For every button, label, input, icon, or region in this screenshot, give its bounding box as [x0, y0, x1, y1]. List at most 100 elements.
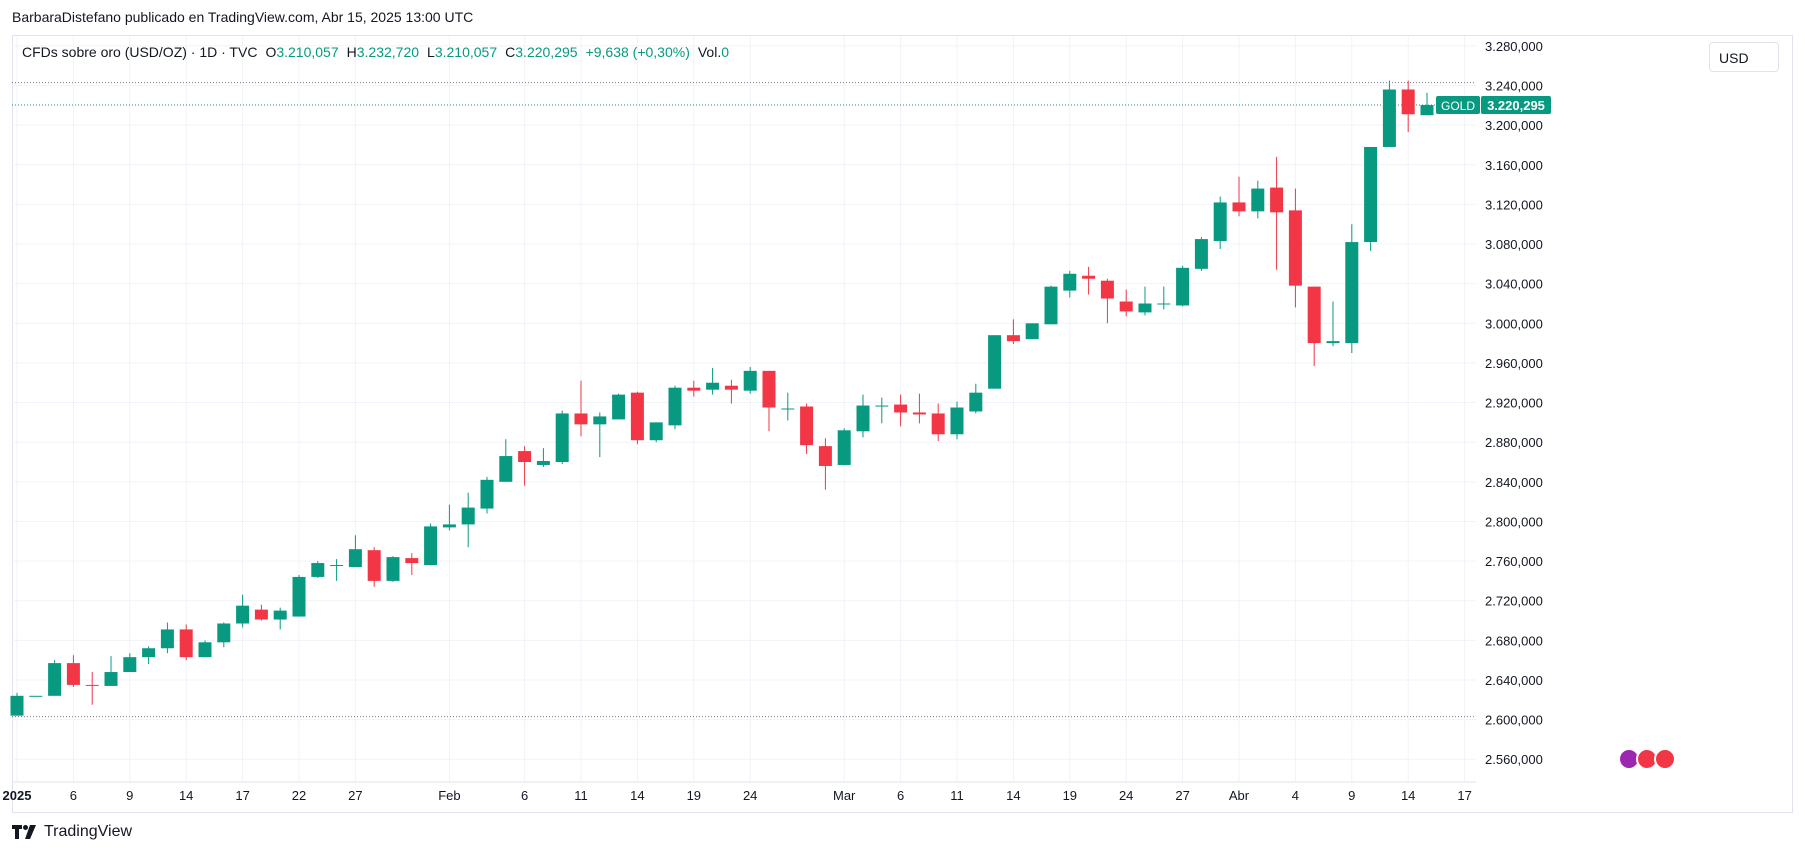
candle-body	[29, 695, 43, 697]
candle[interactable]	[1082, 266, 1096, 295]
candle[interactable]	[348, 535, 362, 568]
candle[interactable]	[1100, 278, 1114, 324]
candle[interactable]	[969, 383, 983, 414]
dotted-level-lines	[12, 82, 1476, 718]
candle[interactable]	[1401, 80, 1415, 133]
candle[interactable]	[330, 559, 344, 581]
candle-body	[743, 370, 757, 391]
time-tick-label: 19	[687, 788, 701, 803]
candle[interactable]	[461, 492, 475, 548]
candle[interactable]	[988, 335, 1002, 389]
candle[interactable]	[1420, 92, 1434, 116]
candle[interactable]	[123, 653, 137, 673]
candle[interactable]	[781, 392, 795, 421]
candle[interactable]	[1326, 301, 1340, 347]
candle[interactable]	[837, 428, 851, 465]
economic-events[interactable]	[1618, 748, 1676, 770]
candle[interactable]	[104, 656, 118, 686]
candle[interactable]	[1157, 286, 1171, 310]
candle[interactable]	[536, 448, 550, 467]
chart-frame[interactable]	[12, 35, 1793, 813]
candle[interactable]	[762, 370, 776, 432]
candle[interactable]	[1044, 285, 1058, 325]
candle[interactable]	[950, 401, 964, 440]
candle[interactable]	[912, 393, 926, 424]
candle[interactable]	[875, 397, 889, 424]
candle[interactable]	[1119, 289, 1133, 317]
candle[interactable]	[273, 607, 287, 630]
candle[interactable]	[48, 660, 62, 696]
candle[interactable]	[198, 640, 212, 658]
candle[interactable]	[1063, 270, 1077, 298]
candle[interactable]	[217, 622, 231, 648]
candle[interactable]	[1382, 80, 1396, 147]
candle-body	[142, 648, 156, 658]
candle[interactable]	[931, 403, 945, 442]
candle[interactable]	[630, 391, 644, 445]
time-tick-label: 2025	[3, 788, 32, 803]
candle[interactable]	[480, 476, 494, 514]
candle[interactable]	[1176, 265, 1190, 307]
candle[interactable]	[668, 385, 682, 430]
candle[interactable]	[1025, 323, 1039, 340]
candle[interactable]	[236, 594, 250, 628]
candle[interactable]	[405, 553, 419, 575]
high-label: H	[346, 44, 357, 60]
candle[interactable]	[499, 439, 513, 482]
candle-body	[875, 405, 889, 407]
candle[interactable]	[292, 574, 306, 617]
candle[interactable]	[593, 412, 607, 458]
candle[interactable]	[612, 393, 626, 420]
tradingview-logo[interactable]: TradingView	[12, 823, 132, 841]
us-flag-event-icon-2[interactable]	[1654, 748, 1676, 770]
candle[interactable]	[574, 380, 588, 437]
candle[interactable]	[555, 410, 569, 464]
candle[interactable]	[386, 556, 400, 582]
candle[interactable]	[1213, 196, 1227, 250]
candle[interactable]	[424, 523, 438, 566]
candle[interactable]	[818, 438, 832, 490]
high-value: 3.232,720	[356, 44, 420, 60]
candle[interactable]	[687, 380, 701, 397]
candle[interactable]	[1270, 156, 1284, 270]
candle[interactable]	[1232, 176, 1246, 217]
candle[interactable]	[649, 422, 663, 443]
candle[interactable]	[800, 403, 814, 455]
candle[interactable]	[1006, 319, 1020, 345]
time-tick-label: 11	[574, 788, 588, 803]
candle[interactable]	[29, 695, 43, 697]
candle[interactable]	[1307, 286, 1321, 366]
candle-body	[1082, 275, 1096, 279]
candle-body	[424, 526, 438, 566]
candle[interactable]	[179, 624, 193, 661]
candle-body	[480, 479, 494, 509]
candle-body	[931, 413, 945, 435]
candle[interactable]	[518, 446, 532, 486]
candle[interactable]	[856, 394, 870, 438]
candle[interactable]	[1288, 188, 1302, 308]
candle[interactable]	[743, 366, 757, 394]
candle[interactable]	[706, 367, 720, 395]
candle[interactable]	[1364, 146, 1378, 251]
candle[interactable]	[254, 604, 268, 621]
candle[interactable]	[66, 655, 80, 687]
candle[interactable]	[10, 692, 24, 716]
candle[interactable]	[311, 561, 325, 578]
time-tick-label: 6	[521, 788, 528, 803]
candle[interactable]	[160, 622, 174, 654]
price-tick-label: 3.240,000	[1485, 79, 1543, 94]
candle[interactable]	[1138, 286, 1152, 316]
candle[interactable]	[367, 547, 381, 587]
candle[interactable]	[442, 504, 456, 531]
candle[interactable]	[142, 646, 156, 665]
candle[interactable]	[724, 379, 738, 404]
candle-body	[612, 394, 626, 420]
candle[interactable]	[85, 672, 99, 705]
candle[interactable]	[1345, 224, 1359, 354]
candle[interactable]	[1194, 237, 1208, 271]
candle-body	[348, 549, 362, 568]
candle[interactable]	[894, 394, 908, 427]
candle[interactable]	[1251, 180, 1265, 219]
currency-button[interactable]: USD	[1709, 42, 1779, 72]
